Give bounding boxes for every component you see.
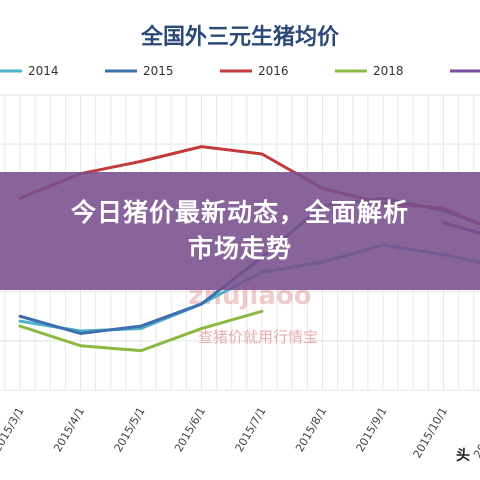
x-tick-label: 2015/11/1 [471,405,480,460]
x-axis-ticks: 2015/3/1 2015/4/1 2015/5/1 2015/6/1 2015/7/1… [0,405,480,460]
x-tick-label: 2015/5/1 [112,405,148,454]
x-tick-label: 2015/7/1 [233,405,269,454]
x-tick-label: 2015/10/1 [411,405,450,460]
corner-text: 头 [456,447,470,464]
headline-banner: 今日猪价最新动态，全面解析 市场走势 [0,172,480,290]
chart-legend: 2014 2015 2016 2018 [0,64,480,78]
headline-line-1: 今日猪价最新动态，全面解析 [70,198,409,227]
x-tick-label: 2015/6/1 [172,405,208,454]
x-tick-label: 2015/8/1 [293,405,329,454]
legend-label-2014: 2014 [28,64,59,78]
legend-label-2016: 2016 [258,64,289,78]
watermark-slogan: 查猪价就用行情宝 [198,328,318,346]
series-line-2018 [18,309,264,353]
x-tick-label: 2015/4/1 [51,405,87,454]
headline-text: 今日猪价最新动态，全面解析 市场走势 [40,195,440,267]
legend-label-2015: 2015 [143,64,174,78]
chart-title: 全国外三元生猪均价 [140,24,340,50]
legend-label-2018: 2018 [373,64,404,78]
headline-line-2: 市场走势 [187,234,292,263]
x-tick-label: 2015/9/1 [354,405,390,454]
x-tick-label: 2015/3/1 [0,405,27,454]
